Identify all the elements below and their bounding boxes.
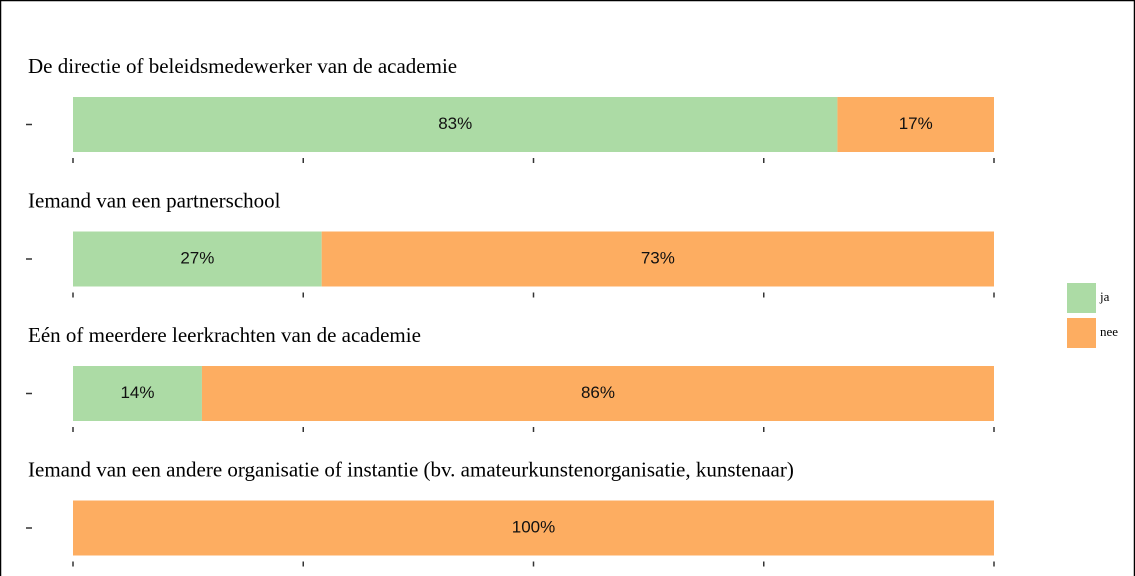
- legend-swatch: [1067, 283, 1096, 313]
- facet-title: De directie of beleidsmedewerker van de …: [28, 54, 457, 78]
- facet-title: Eén of meerdere leerkrachten van de acad…: [28, 323, 421, 347]
- value-label: 73%: [641, 248, 675, 267]
- value-label: 27%: [180, 248, 214, 267]
- value-label: 14%: [120, 383, 154, 402]
- facet-title: Iemand van een partnerschool: [28, 188, 281, 212]
- value-label: 83%: [438, 114, 472, 133]
- bar-segment: [321, 231, 994, 287]
- facet-title: Iemand van een andere organisatie of ins…: [28, 457, 794, 481]
- bar-segment: [201, 366, 994, 421]
- legend-label: ja: [1099, 289, 1110, 304]
- bar-segment: [73, 97, 838, 152]
- bar-segment: [73, 366, 202, 421]
- legend-swatch: [1067, 318, 1096, 348]
- bar-segment: [837, 97, 994, 152]
- value-label: 86%: [581, 383, 615, 402]
- bar-segment: [73, 231, 322, 287]
- value-label: 100%: [512, 517, 555, 536]
- value-label: 17%: [899, 114, 933, 133]
- legend-label: nee: [1100, 324, 1118, 339]
- bar-segment: [73, 500, 994, 556]
